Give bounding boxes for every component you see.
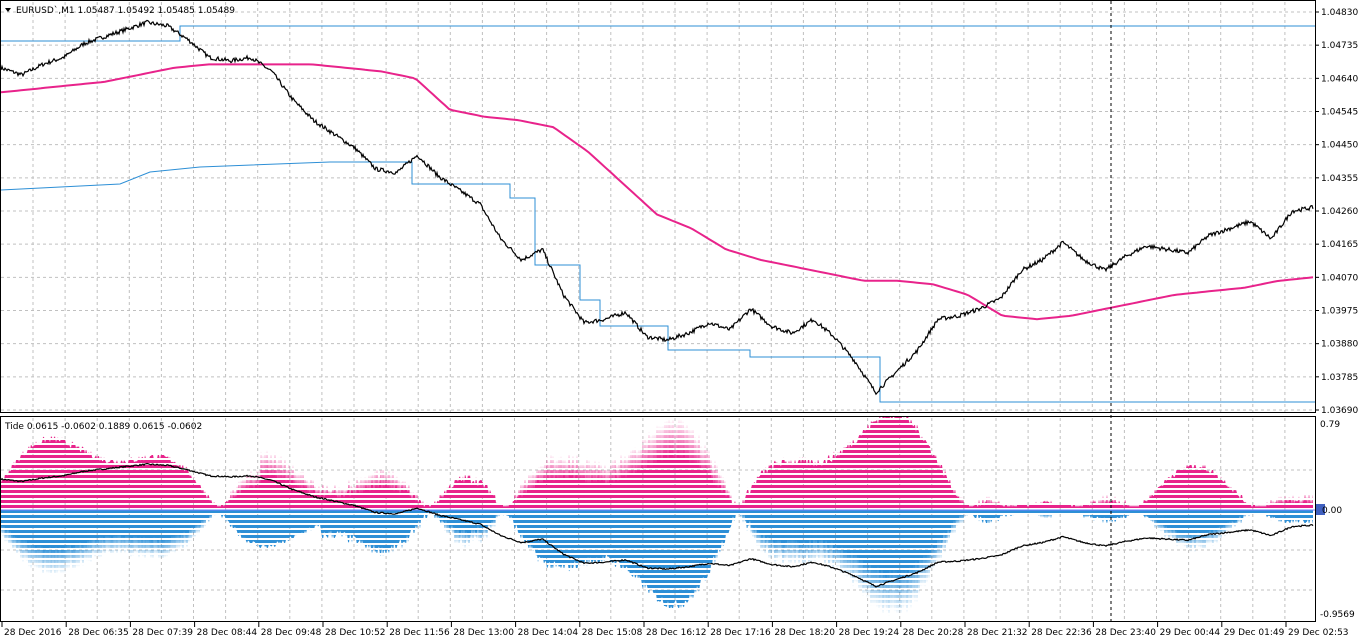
time-tick-label: 29 Dec 01:49	[1224, 628, 1285, 638]
chart-menu-triangle-icon[interactable]	[5, 8, 11, 12]
main-grid	[1, 2, 1315, 412]
price-tick-label: 1.03975	[1321, 307, 1358, 317]
time-tick-label: 28 Dec 13:00	[453, 628, 514, 638]
price-tick-label: 1.03690	[1321, 406, 1358, 416]
symbol-info: EURUSD`,M1 1.05487 1.05492 1.05485 1.054…	[16, 5, 235, 16]
time-tick-label: 28 Dec 08:44	[197, 628, 258, 638]
price-tick-label: 1.04260	[1321, 207, 1358, 217]
sub-chart-frame	[0, 416, 1316, 622]
upper-level-line	[1, 25, 1315, 42]
time-tick-label: 29 Dec 02:53	[1288, 628, 1349, 638]
price-tick-label: 1.04640	[1321, 74, 1358, 84]
sub-grid	[1, 418, 1315, 621]
sub-bottom-label: -0.9569	[1320, 610, 1355, 620]
sub-top-label: 0.79	[1320, 420, 1340, 430]
zero-marker	[1316, 504, 1325, 515]
time-tick-label: 28 Dec 20:28	[903, 628, 964, 638]
price-axis: 1.04830 1.04735 1.04640 1.04545 1.04450 1.043…	[1315, 8, 1358, 416]
price-tick-label: 1.04355	[1321, 174, 1358, 184]
time-tick-label: 28 Dec 21:32	[967, 628, 1028, 638]
time-tick-label: 28 Dec 2016	[4, 628, 62, 638]
price-tick-label: 1.04165	[1321, 240, 1358, 250]
price-tick-label: 1.04545	[1321, 108, 1358, 118]
price-tick-label: 1.03785	[1321, 373, 1358, 383]
price-tick-label: 1.03880	[1321, 340, 1358, 350]
time-tick-label: 28 Dec 16:12	[646, 628, 707, 638]
tide-negative-histogram	[1, 510, 1313, 617]
time-tick-label: 28 Dec 18:20	[774, 628, 835, 638]
price-tick-label: 1.04070	[1321, 273, 1358, 283]
time-tick-label: 28 Dec 17:16	[710, 628, 771, 638]
price-tick-label: 1.04830	[1321, 8, 1358, 18]
time-tick-label: 28 Dec 22:36	[1031, 628, 1092, 638]
main-chart-frame	[0, 0, 1316, 413]
time-tick-label: 28 Dec 11:56	[389, 628, 450, 638]
tide-positive-histogram	[1, 417, 1313, 510]
time-axis: 28 Dec 2016 28 Dec 06:35 28 Dec 07:39 28 De…	[1, 622, 1349, 638]
moving-average-line	[1, 63, 1314, 321]
time-tick-label: 28 Dec 10:52	[325, 628, 386, 638]
tide-line	[1, 462, 1314, 588]
lower-level-line	[1, 161, 1315, 403]
time-tick-label: 28 Dec 19:24	[839, 628, 900, 638]
price-line	[1, 19, 1314, 396]
sub-zero-label: 0.00	[1322, 506, 1342, 516]
time-tick-label: 28 Dec 06:35	[68, 628, 129, 638]
time-tick-label: 28 Dec 07:39	[132, 628, 193, 638]
price-tick-label: 1.04450	[1321, 141, 1358, 151]
time-tick-label: 28 Dec 14:04	[518, 628, 579, 638]
time-tick-label: 28 Dec 15:08	[582, 628, 643, 638]
time-tick-label: 29 Dec 00:44	[1160, 628, 1221, 638]
time-tick-label: 28 Dec 09:48	[261, 628, 322, 638]
price-tick-label: 1.04735	[1321, 41, 1358, 51]
time-tick-label: 28 Dec 23:40	[1095, 628, 1156, 638]
indicator-info: Tide 0.0615 -0.0602 0.1889 0.0615 -0.060…	[4, 422, 202, 432]
